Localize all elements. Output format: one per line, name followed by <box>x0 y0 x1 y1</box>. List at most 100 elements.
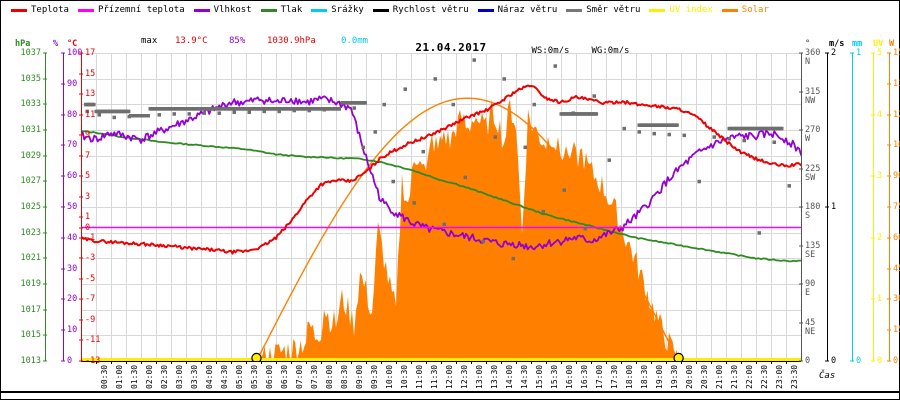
solar-tick: 600 <box>893 232 900 243</box>
x-tick-label: 11:30 <box>429 364 439 389</box>
temperature-tick: 11 <box>85 109 96 120</box>
uv-axis-unit: UV <box>873 39 884 49</box>
pressure-tick: 1023 <box>20 227 41 238</box>
temperature-tick: 17 <box>85 48 96 58</box>
uv-tick: 0 <box>877 356 883 366</box>
stats-max-label: max <box>141 36 158 46</box>
pressure-tick: 1019 <box>20 279 41 289</box>
uv-tick: 2 <box>877 232 883 243</box>
temperature-tick: 0 <box>85 222 91 233</box>
direction-tickmark <box>799 91 803 92</box>
pressure-tickmark <box>43 180 47 182</box>
x-tick-label: 05:00 <box>234 364 244 389</box>
x-tickmark <box>666 361 667 364</box>
x-tick-label: 17:00 <box>594 364 604 389</box>
legend-rychlost-vetru-label: Rychlost větru <box>392 5 469 15</box>
x-tickmark <box>231 361 232 364</box>
humidity-tickmark <box>61 329 65 331</box>
legend-naraz-vetru[interactable]: Náraz větru <box>477 5 557 15</box>
solar-tickmark <box>887 175 891 177</box>
x-tick-label: 09:00 <box>354 364 364 389</box>
humidity-axis-unit: % <box>53 39 59 49</box>
pressure-tickmark <box>43 52 47 54</box>
legend-smer-vetru-label: Směr větru <box>586 5 641 15</box>
humidity-tick: 50 <box>67 202 78 212</box>
temperature-tickmark <box>79 339 83 341</box>
temperature-tick: 9 <box>85 130 91 141</box>
temperature-tickmark <box>79 73 83 75</box>
humidity-tickmark <box>61 268 65 270</box>
x-axis-label: Čas <box>819 371 836 381</box>
direction-tick-compass: E <box>805 288 811 298</box>
x-tick-label: 16:00 <box>564 364 574 389</box>
direction-tick: 0 <box>805 356 811 366</box>
uv-tick: 3 <box>877 171 883 182</box>
humidity-tick: 20 <box>67 294 78 305</box>
windspeed-tickmark <box>825 206 829 208</box>
pressure-tick: 1037 <box>20 48 41 58</box>
x-tick-label: 01:30 <box>129 364 139 389</box>
pressure-tick: 1025 <box>20 202 41 212</box>
windspeed-tickmark <box>825 360 829 362</box>
direction-tickmark <box>799 245 803 246</box>
pressure-tickmark <box>43 78 47 80</box>
x-tickmark <box>771 361 772 364</box>
x-tick-label: 06:30 <box>279 364 289 389</box>
x-tick-label: 19:30 <box>669 364 679 389</box>
humidity-tick: 90 <box>67 78 78 89</box>
direction-tick: 180 <box>805 202 821 212</box>
x-tickmark <box>456 361 457 364</box>
solar-tickmark <box>887 144 891 146</box>
temperature-tickmark <box>79 155 83 157</box>
solar-tickmark <box>887 83 891 85</box>
x-tickmark <box>501 361 502 364</box>
x-tick-label: 00:30 <box>99 364 109 389</box>
windspeed-tickmark <box>825 52 829 54</box>
temperature-tickmark <box>79 298 83 300</box>
stats-row-max: max 13.9°C 85% 1030.9hPa 0.0mm <box>141 36 368 47</box>
temperature-tick: 1 <box>85 212 91 223</box>
legend-tlak[interactable]: Tlak <box>260 5 302 15</box>
direction-tick-compass: N <box>805 57 811 67</box>
direction-tickmark <box>799 129 803 131</box>
x-tick-label: 23:00 <box>774 364 784 389</box>
legend-solar-swatch <box>721 8 738 12</box>
humidity-tick: 40 <box>67 232 78 243</box>
legend-srazky[interactable]: Srážky <box>311 5 364 15</box>
x-tickmark <box>471 361 472 364</box>
x-tickmark <box>441 361 442 364</box>
legend-prizemni-teplota-swatch <box>77 8 94 12</box>
temperature-tickmark <box>79 134 83 136</box>
legend-uv-index[interactable]: UV index <box>649 5 713 15</box>
uv-tickmark <box>871 237 875 239</box>
x-tick-label: 17:30 <box>609 364 619 389</box>
x-tick-label: 13:00 <box>474 364 484 389</box>
solar-tick: 300 <box>893 294 900 305</box>
x-tick-label: 04:30 <box>219 364 229 389</box>
x-tickmark <box>741 361 742 364</box>
legend-solar[interactable]: Solar <box>721 5 769 15</box>
x-tickmark <box>696 361 697 364</box>
legend-rychlost-vetru[interactable]: Rychlost větru <box>372 5 469 15</box>
legend-vlhkost[interactable]: Vlhkost <box>193 5 252 15</box>
pressure-tickmark <box>43 103 47 105</box>
x-tickmark <box>726 361 727 364</box>
x-tick-label: 14:30 <box>519 364 529 389</box>
legend-smer-vetru[interactable]: Směr větru <box>566 5 640 15</box>
uv-tick: 1 <box>877 294 883 305</box>
pressure-tickmark <box>43 155 47 157</box>
temperature-tick: -1 <box>85 232 96 243</box>
x-tick-label: 20:00 <box>684 364 694 389</box>
pressure-tick: 1021 <box>20 253 41 264</box>
x-tick-label: 08:30 <box>339 364 349 389</box>
direction-tickmark <box>799 283 803 285</box>
legend-prizemni-teplota[interactable]: Přízemní teplota <box>77 5 185 15</box>
pressure-tickmark <box>43 334 47 336</box>
x-tickmark <box>411 361 412 364</box>
x-tick-label: 03:30 <box>189 364 199 389</box>
x-tickmark <box>651 361 652 364</box>
legend-teplota[interactable]: Teplota <box>11 5 69 15</box>
legend-smer-vetru-swatch <box>566 8 583 12</box>
legend-srazky-label: Srážky <box>331 5 364 15</box>
x-tickmark <box>426 361 427 364</box>
